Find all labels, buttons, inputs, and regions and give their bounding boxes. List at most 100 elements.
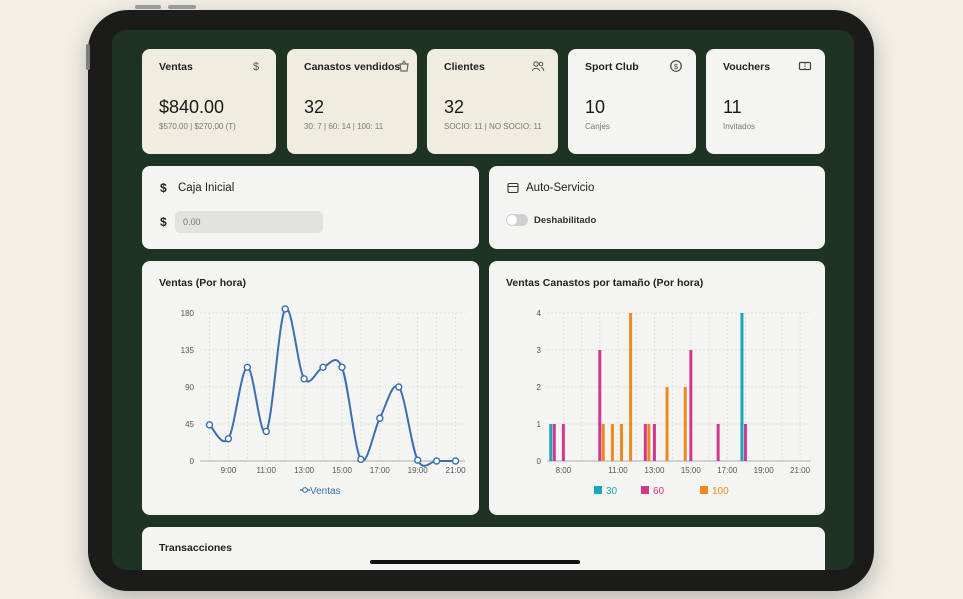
x-tick-label: 17:00	[370, 466, 391, 475]
stat-value: 32	[444, 97, 465, 117]
home-indicator[interactable]	[370, 560, 580, 564]
data-point	[319, 363, 327, 371]
transacciones-title: Transacciones	[159, 542, 232, 554]
stat-title: Clientes	[444, 61, 485, 73]
stat-card-ventas: Ventas $ $840.00 $570.00 | $270.00 (T)	[142, 49, 276, 154]
caja-inicial-title: Caja Inicial	[178, 182, 235, 194]
data-point	[243, 363, 252, 371]
x-tick-label: 9:00	[221, 466, 237, 475]
x-tick-label: 11:00	[257, 466, 277, 475]
basket-icon	[397, 59, 411, 73]
y-tick-label: 3	[537, 346, 542, 355]
stat-subtext: 30: 7 | 60: 14 | 100: 11	[304, 122, 384, 131]
legend-swatch	[700, 486, 708, 494]
data-point	[300, 375, 308, 383]
y-tick-label: 2	[537, 383, 542, 392]
legend-label-ventas: Ventas	[310, 486, 341, 497]
stat-card-clientes: Clientes 32 SOCIO: 11 | NO SOCIO: 11	[427, 49, 558, 154]
data-point	[451, 457, 460, 465]
tablet-button-top-2	[168, 5, 196, 9]
caja-inicial-card: $ Caja Inicial $	[142, 166, 479, 249]
stat-subtext: $570.00 | $270.00 (T)	[159, 122, 236, 131]
stat-subtext: Invitados	[723, 122, 756, 131]
auto-servicio-status: Deshabilitado	[534, 215, 597, 226]
ticket-icon	[798, 59, 812, 73]
canastos-bar-chart: 0 1 2 3 4 8:00 11:00 13:00 15:00 17:00 19:00 21:00 3…	[537, 309, 811, 497]
x-tick-label: 21:00	[790, 466, 811, 475]
bar-100	[665, 387, 669, 461]
y-tick-label: 90	[185, 383, 194, 392]
chart-title: Ventas (Por hora)	[159, 277, 246, 289]
x-tick-label: 19:00	[754, 466, 775, 475]
y-tick-label: 135	[181, 346, 195, 355]
svg-text:$: $	[253, 61, 259, 73]
data-point	[395, 383, 403, 391]
y-tick-label: 0	[537, 457, 542, 466]
dollar-icon: $	[249, 59, 263, 73]
stat-subtext: Canjes	[585, 122, 610, 131]
tablet-button-side	[86, 44, 90, 70]
x-tick-label: 8:00	[556, 466, 572, 475]
auto-servicio-card: Auto-Servicio Deshabilitado	[489, 166, 825, 249]
stat-title: Vouchers	[723, 61, 771, 73]
x-tick-label: 17:00	[717, 466, 738, 475]
data-point	[262, 427, 270, 436]
toggle-knob	[507, 215, 517, 225]
stat-value: 32	[304, 97, 325, 117]
bar-60	[598, 350, 602, 461]
legend-label-30: 30	[606, 486, 618, 497]
svg-text:$: $	[674, 62, 679, 71]
x-tick-label: 11:00	[608, 466, 628, 475]
bar-100	[629, 313, 633, 461]
legend-label-100: 100	[712, 486, 729, 497]
stat-value: $840.00	[159, 97, 225, 117]
bar-100	[620, 424, 624, 461]
y-tick-label: 4	[537, 309, 542, 318]
stat-card-vouchers: Vouchers 11 Invitados	[706, 49, 825, 154]
y-tick-label: 45	[185, 420, 194, 429]
dollar-icon: $	[160, 181, 167, 195]
canastos-por-tamano-card: Ventas Canastos por tamaño (Por hora) 0 1…	[489, 261, 825, 515]
auto-servicio-toggle[interactable]	[506, 214, 528, 226]
screen: Ventas $ $840.00 $570.00 | $270.00 (T) C…	[112, 30, 854, 570]
ventas-line-chart: 0 45 90 135 180 9:00 11:00 13:00 15:00 17:00 19:00…	[181, 305, 466, 497]
ventas-por-hora-card: Ventas (Por hora) 0 45 90 135 180 9:00 11:00 13…	[142, 261, 479, 515]
stat-value: 11	[723, 97, 742, 117]
bar-60	[689, 350, 693, 461]
bar-100	[683, 387, 687, 461]
stat-value: 10	[585, 97, 606, 117]
data-point	[357, 455, 365, 464]
y-tick-label: 180	[181, 309, 195, 318]
x-tick-label: 13:00	[644, 466, 665, 475]
stat-title: Sport Club	[585, 61, 639, 73]
bar-100	[647, 424, 651, 461]
bar-60	[716, 424, 720, 461]
caja-inicial-input[interactable]	[175, 211, 323, 233]
stat-title: Canastos vendidos	[304, 61, 401, 73]
bar-60	[561, 424, 565, 461]
bar-30	[549, 424, 553, 461]
tablet-button-top-1	[135, 5, 161, 9]
bar-60	[552, 424, 556, 461]
chart-title: Ventas Canastos por tamaño (Por hora)	[506, 277, 704, 289]
currency-label: $	[160, 215, 167, 229]
data-point	[376, 414, 384, 422]
stat-subtext: SOCIO: 11 | NO SOCIO: 11	[444, 122, 542, 131]
data-point	[432, 457, 441, 465]
x-tick-label: 15:00	[332, 466, 353, 475]
auto-servicio-title: Auto-Servicio	[526, 182, 595, 194]
x-tick-label: 15:00	[681, 466, 702, 475]
y-tick-label: 0	[190, 457, 195, 466]
bar-100	[610, 424, 614, 461]
legend-swatch	[594, 486, 602, 494]
x-tick-label: 13:00	[294, 466, 315, 475]
store-icon	[507, 181, 519, 194]
data-point	[413, 456, 422, 464]
data-point	[281, 305, 289, 313]
stat-card-sport-club: Sport Club $ 10 Canjes	[568, 49, 696, 154]
coin-icon: $	[669, 59, 683, 73]
y-tick-label: 1	[537, 420, 542, 429]
stat-title: Ventas	[159, 61, 193, 73]
bar-60	[652, 424, 656, 461]
legend-label-60: 60	[653, 486, 665, 497]
